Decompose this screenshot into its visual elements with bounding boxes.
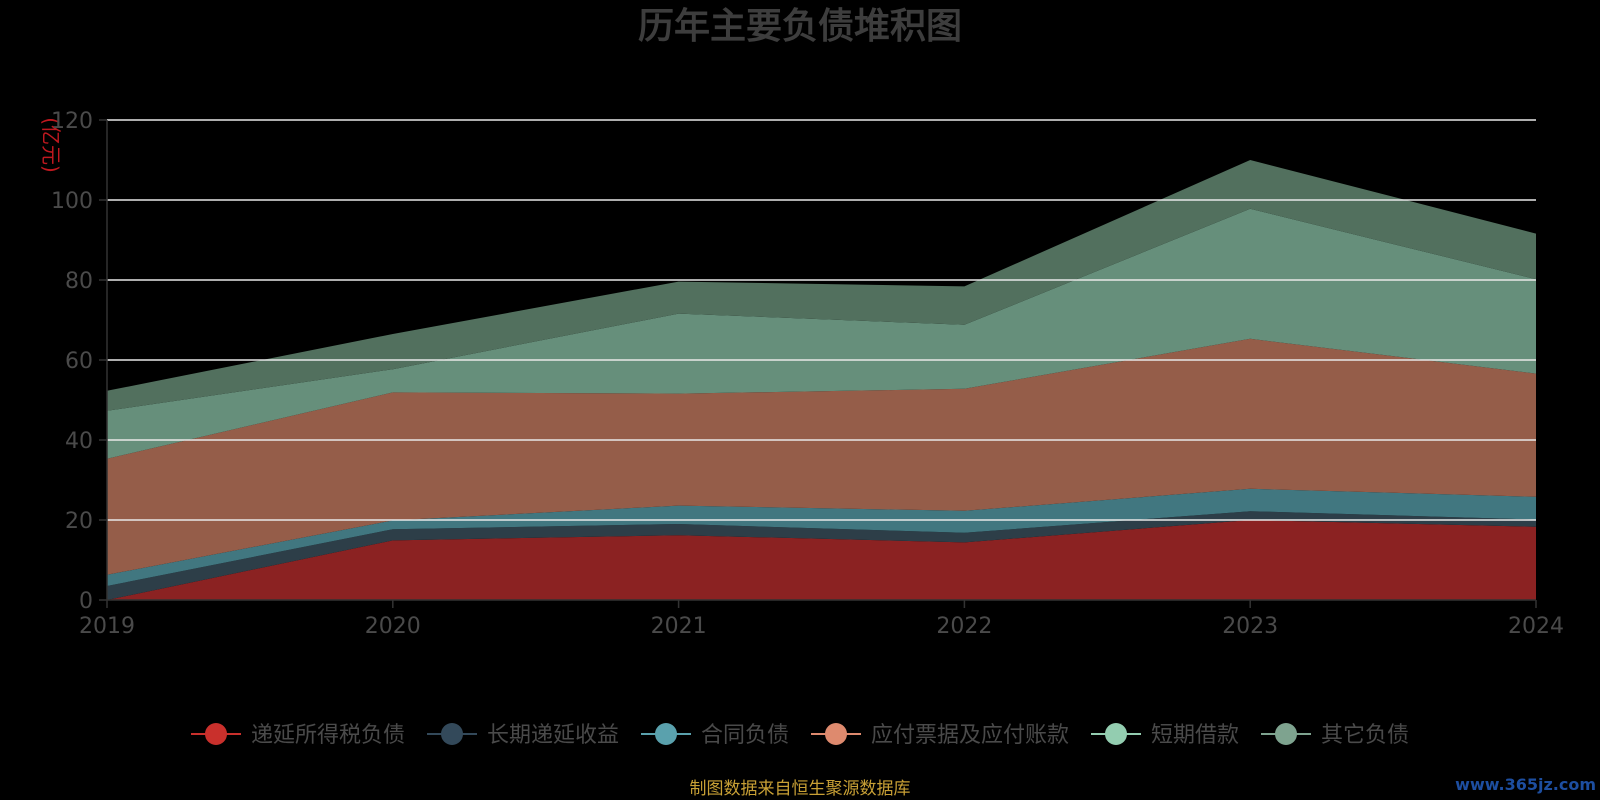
- y-tick-label: 40: [65, 429, 93, 454]
- legend-marker: [1275, 723, 1297, 745]
- y-axis-unit-label: (亿元): [39, 117, 63, 173]
- grid-lines: [107, 119, 1536, 521]
- x-tick-label: 2022: [936, 614, 992, 639]
- legend[interactable]: 递延所得税负债 长期递延收益 合同负债 应付票据及应付账款 短期借款 其它负债: [191, 723, 1409, 748]
- area-series-1: [107, 520, 1536, 600]
- area-layers: [107, 160, 1536, 600]
- legend-label: 其它负债: [1321, 723, 1409, 748]
- legend-marker: [655, 723, 677, 745]
- x-tick-label: 2020: [365, 614, 421, 639]
- legend-label: 应付票据及应付账款: [871, 723, 1069, 748]
- data-source-note: 制图数据来自恒生聚源数据库: [690, 779, 911, 799]
- legend-item-2[interactable]: 长期递延收益: [427, 723, 619, 748]
- legend-label: 长期递延收益: [487, 723, 619, 748]
- legend-marker: [1105, 723, 1127, 745]
- chart-title: 历年主要负债堆积图: [638, 6, 962, 47]
- y-tick-label: 60: [65, 349, 93, 374]
- legend-label: 递延所得税负债: [251, 723, 405, 748]
- area-series-5: [107, 208, 1536, 459]
- area-series-3: [107, 488, 1536, 586]
- legend-marker: [825, 723, 847, 745]
- legend-item-5[interactable]: 短期借款: [1091, 723, 1239, 748]
- legend-label: 短期借款: [1151, 723, 1239, 748]
- axes: 0 20 40 60 80 100 120 2019 2020 2021 2022 2023 2024: [51, 109, 1564, 639]
- y-tick-label: 80: [65, 269, 93, 294]
- legend-label: 合同负债: [701, 723, 789, 748]
- legend-item-1[interactable]: 递延所得税负债: [191, 723, 405, 748]
- legend-item-4[interactable]: 应付票据及应付账款: [811, 723, 1069, 748]
- x-tick-label: 2019: [79, 614, 135, 639]
- watermark: www.365jz.com: [1455, 775, 1596, 794]
- x-tick-label: 2023: [1222, 614, 1278, 639]
- legend-marker: [441, 723, 463, 745]
- legend-item-6[interactable]: 其它负债: [1261, 723, 1409, 748]
- x-tick-label: 2024: [1508, 614, 1564, 639]
- area-series-2: [107, 511, 1536, 600]
- area-series-6: [107, 160, 1536, 411]
- area-series-4: [107, 338, 1536, 575]
- y-tick-label: 20: [65, 509, 93, 534]
- y-tick-label: 100: [51, 189, 93, 214]
- y-tick-label: 0: [79, 589, 93, 614]
- legend-item-3[interactable]: 合同负债: [641, 723, 789, 748]
- x-tick-label: 2021: [651, 614, 707, 639]
- y-tick-label: 120: [51, 109, 93, 134]
- legend-marker: [205, 723, 227, 745]
